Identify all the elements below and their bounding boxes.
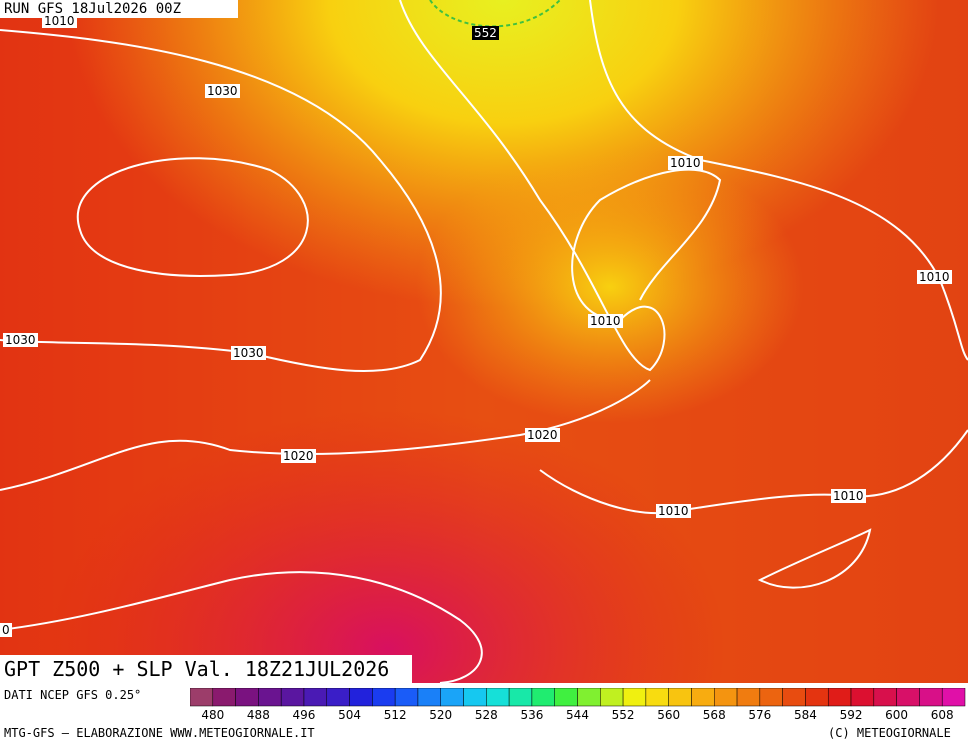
- tick-label: 600: [885, 708, 908, 722]
- tick-label: 528: [475, 708, 498, 722]
- color-swatch: [258, 688, 282, 707]
- contour-label: 1010: [831, 489, 866, 503]
- tick-label: 560: [657, 708, 680, 722]
- contour-label: 1020: [525, 428, 560, 442]
- color-swatch: [622, 688, 647, 707]
- colorbar: 480 488 496 504 512 520 528 536 544 552 560 568 576 5…: [190, 688, 966, 722]
- color-swatch: [941, 688, 966, 707]
- color-swatch: [235, 688, 259, 707]
- tick-label: 592: [840, 708, 863, 722]
- tick-label: 512: [384, 708, 407, 722]
- contour-label: 1010: [588, 314, 623, 328]
- color-swatch: [873, 688, 897, 707]
- color-swatch: [508, 688, 533, 707]
- color-swatch: [417, 688, 441, 707]
- contour-label: 0: [0, 623, 12, 637]
- color-swatch: [668, 688, 692, 707]
- color-swatch: [349, 688, 373, 707]
- contour-label: 1020: [281, 449, 316, 463]
- color-swatch: [691, 688, 715, 707]
- color-swatch: [782, 688, 806, 707]
- color-swatch: [463, 688, 487, 707]
- color-swatch: [600, 688, 624, 707]
- color-swatch: [577, 688, 601, 707]
- run-label: RUN GFS 18Jul2026 00Z: [0, 0, 238, 18]
- footer-left: MTG-GFS — ELABORAZIONE WWW.METEOGIORNALE…: [4, 726, 315, 740]
- tick-label: 504: [338, 708, 361, 722]
- tick-label: 488: [247, 708, 270, 722]
- tick-label: 496: [293, 708, 316, 722]
- tick-label: 536: [520, 708, 543, 722]
- tick-label: 552: [612, 708, 635, 722]
- color-swatch: [440, 688, 464, 707]
- tick-label: 584: [794, 708, 817, 722]
- color-swatch: [372, 688, 396, 707]
- contour-label: 1010: [656, 504, 691, 518]
- map-title: GPT Z500 + SLP Val. 18Z21JUL2026: [0, 655, 412, 683]
- color-swatch: [919, 688, 943, 707]
- color-swatch: [394, 688, 419, 707]
- color-swatch: [805, 688, 829, 707]
- contour-label: 1010: [917, 270, 952, 284]
- color-swatch: [896, 688, 920, 707]
- source-label: DATI NCEP GFS 0.25°: [4, 688, 142, 702]
- color-swatch: [303, 688, 328, 707]
- color-swatch: [531, 688, 555, 707]
- contour-label: 1030: [3, 333, 38, 347]
- footer-right: (C) METEOGIORNALE: [828, 726, 951, 740]
- contour-label: 1010: [668, 156, 703, 170]
- tick-label: 520: [429, 708, 452, 722]
- contour-label: 552: [472, 26, 499, 40]
- map: [0, 0, 968, 683]
- contour-label: 1030: [205, 84, 240, 98]
- contour-label: 1010: [42, 14, 77, 28]
- color-swatch: [326, 688, 350, 707]
- color-swatch: [714, 688, 738, 707]
- color-swatch: [486, 688, 510, 707]
- tick-label: 576: [748, 708, 771, 722]
- color-swatch: [827, 688, 852, 707]
- color-swatch: [850, 688, 875, 707]
- tick-label: 568: [703, 708, 726, 722]
- color-swatch: [736, 688, 761, 707]
- color-swatch: [759, 688, 783, 707]
- color-swatch: [554, 688, 578, 707]
- tick-label: 608: [931, 708, 954, 722]
- tick-label: 544: [566, 708, 589, 722]
- color-swatch: [190, 688, 214, 707]
- color-swatch: [645, 688, 669, 707]
- tick-label: 480: [201, 708, 224, 722]
- color-swatch: [212, 688, 236, 707]
- contour-label: 1030: [231, 346, 266, 360]
- color-swatch: [280, 688, 305, 707]
